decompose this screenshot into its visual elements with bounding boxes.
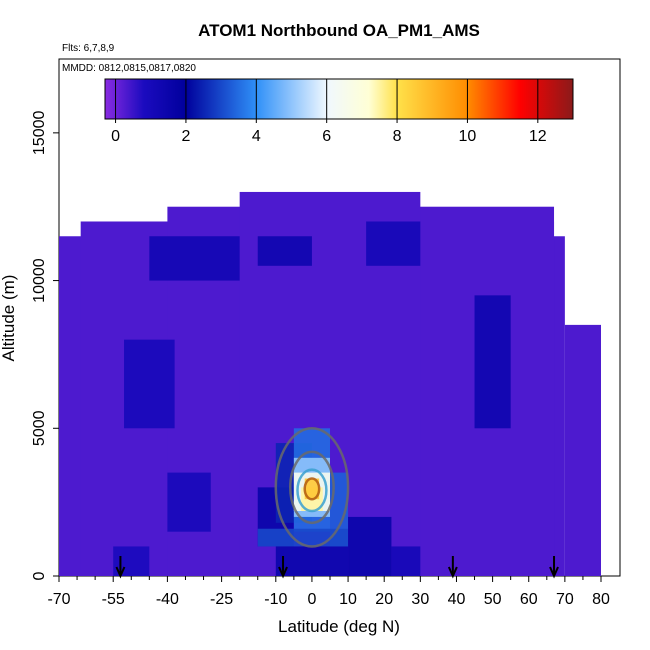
colorbar-bar [104,78,574,120]
flights-note: Flts: 6,7,8,9 [62,43,115,54]
x-axis-label: Latitude (deg N) [278,617,400,636]
contour-line [274,427,350,548]
heatmap-cell [149,236,240,281]
heatmap-cell [474,295,511,429]
x-tick-label: 30 [411,591,429,608]
coverage-region [564,324,601,576]
y-tick-label: 10000 [31,258,48,303]
x-tick-label: 80 [592,591,610,608]
x-axis: -70 -55 -40 -25 -10 0 10 20 30 40 50 60 70 80 [47,576,610,608]
heatmap-cell [391,546,421,576]
x-tick-label: -25 [210,591,233,608]
heatmap-cell [257,236,312,266]
flight-arrows [115,556,559,579]
contour-lines [274,427,350,548]
heatmap-cell [304,478,320,500]
x-tick-label: -70 [47,591,70,608]
x-tick-label: 0 [307,591,316,608]
heatmap-cell [366,221,421,266]
y-axis: 0 5000 10000 15000 [31,111,59,580]
colorbar-tick-label: 0 [111,128,120,145]
heatmap-cell [275,546,349,576]
colorbar: 0 2 4 6 8 10 12 [104,78,574,145]
colorbar-tick-label: 6 [322,128,331,145]
y-tick-label: 15000 [31,111,48,156]
flight-arrow-head [115,566,126,579]
contour-line [296,468,328,513]
colorbar-tick-label: 4 [252,128,261,145]
chart-title: ATOM1 Northbound OA_PM1_AMS [198,21,480,40]
colorbar-tick-label: 8 [393,128,402,145]
y-tick-label: 0 [31,571,48,580]
heatmap-cell [348,516,392,576]
contour-line [303,477,321,501]
x-tick-label: -10 [264,591,287,608]
flight-arrow-head [447,566,458,579]
contour-line [289,450,335,525]
x-tick-label: 50 [484,591,502,608]
colorbar-tick-label: 12 [529,128,547,145]
heatmap [59,191,601,576]
x-tick-label: -40 [156,591,179,608]
heatmap-cell [124,339,175,429]
x-tick-label: 70 [556,591,574,608]
x-tick-label: -55 [102,591,125,608]
flight-arrow-head [549,566,559,579]
x-tick-label: 20 [375,591,393,608]
x-tick-label: 40 [448,591,466,608]
x-tick-label: 60 [520,591,538,608]
y-axis-label: Altitude (m) [0,275,18,362]
y-tick-label: 5000 [31,410,48,446]
colorbar-tick-label: 10 [459,128,477,145]
dates-note: MMDD: 0812,0815,0817,0820 [62,63,196,74]
colorbar-tick-label: 2 [181,128,190,145]
x-tick-label: 10 [339,591,357,608]
flight-arrow-head [278,566,288,579]
heatmap-cell [167,472,211,532]
